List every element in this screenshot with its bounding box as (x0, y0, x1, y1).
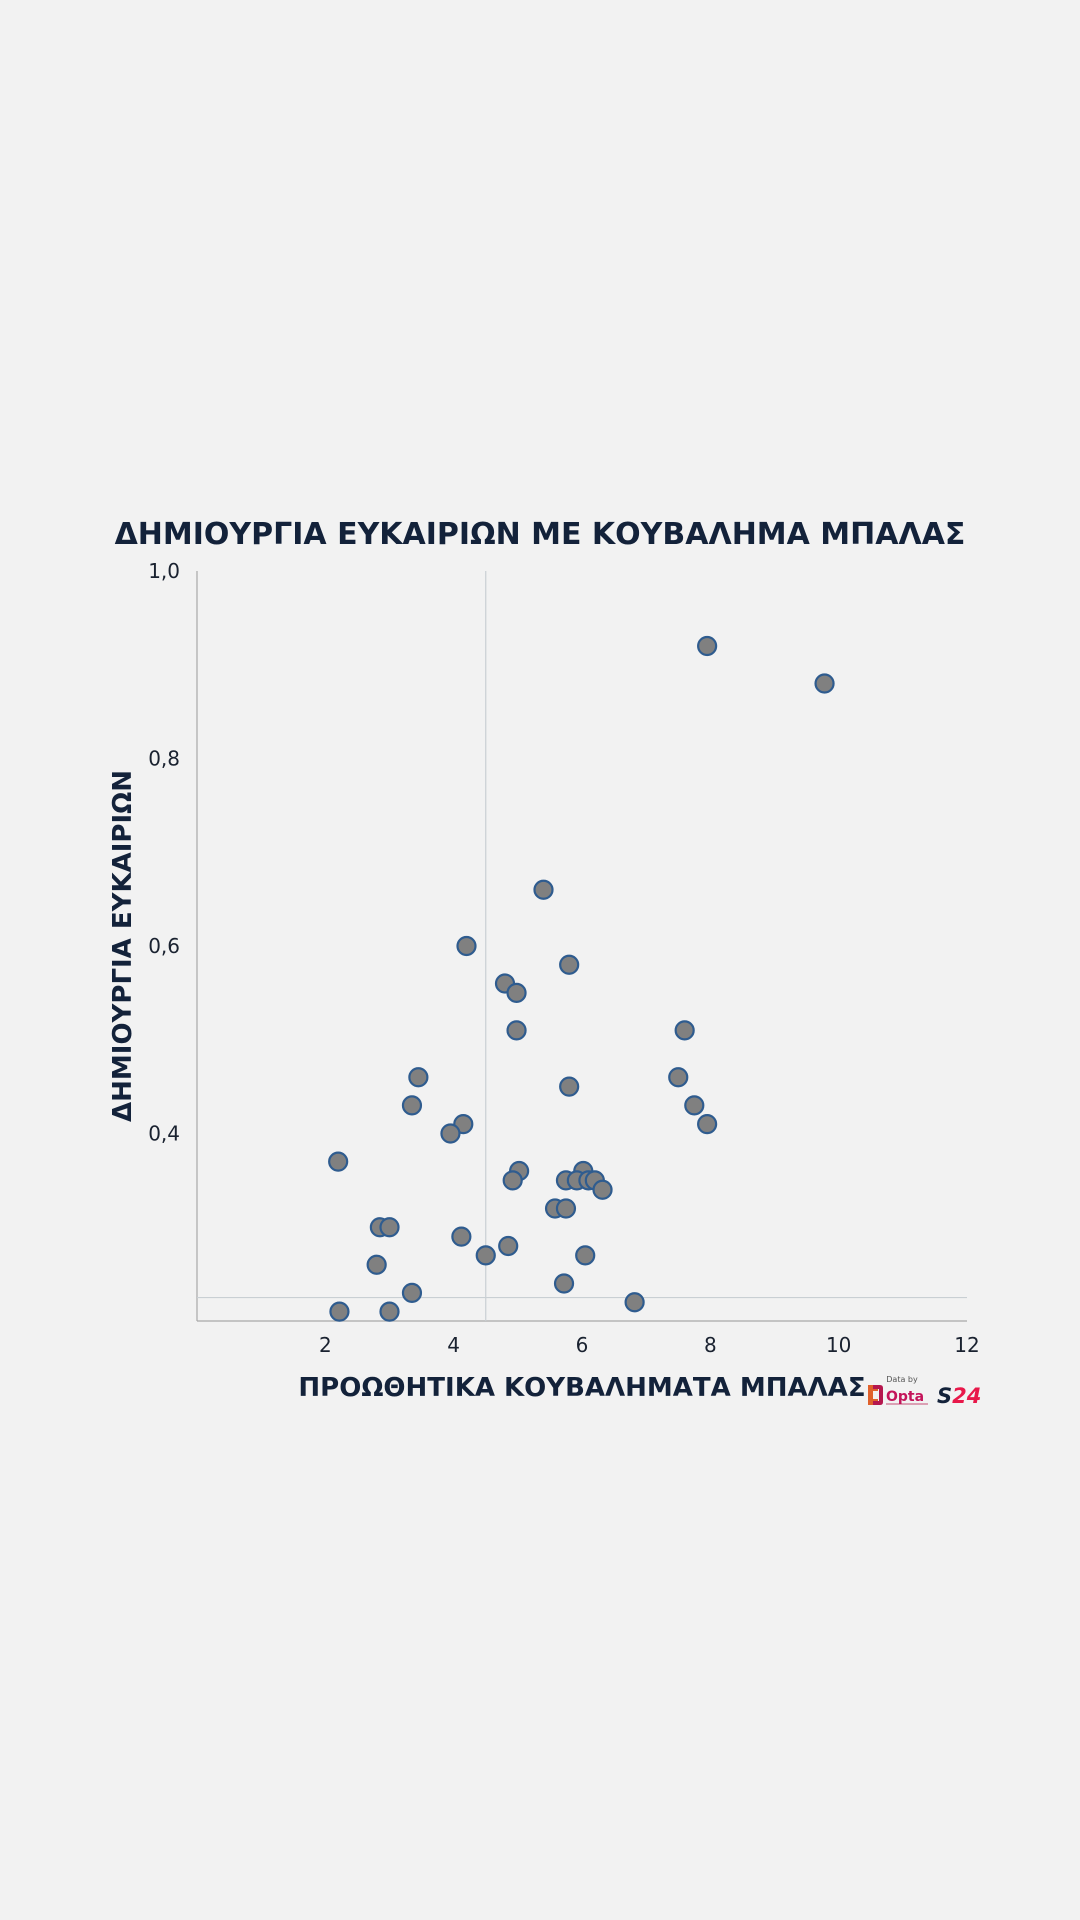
data-point (553, 1273, 575, 1294)
y-tick-labels: 0,4 0,6 0,8 1,0 (148, 559, 180, 1146)
data-point (533, 879, 554, 900)
chart-title: ΔΗΜΙΟΥΡΓΙΑ ΕΥΚΑΙΡΙΩΝ ΜΕ ΚΟΥΒΑΛΗΜΑ ΜΠΑΛΑΣ (115, 517, 966, 552)
x-tick-label: 6 (576, 1333, 589, 1357)
data-point (506, 982, 527, 1003)
opta-logo: Data by Opta (868, 1375, 928, 1405)
x-tick-label: 8 (704, 1333, 717, 1357)
data-point (624, 1292, 645, 1313)
data-point (559, 1076, 580, 1097)
y-tick-label: 0,6 (148, 934, 180, 958)
opta-wordmark: Opta (886, 1389, 924, 1405)
data-point (401, 1282, 423, 1303)
data-point (684, 1095, 705, 1116)
data-point (408, 1067, 429, 1088)
data-point (401, 1095, 423, 1116)
data-point (502, 1170, 523, 1191)
y-tick-label: 0,4 (148, 1122, 180, 1146)
x-tick-label: 4 (447, 1333, 460, 1357)
data-point (498, 1235, 519, 1257)
y-axis-title: ΔΗΜΙΟΥΡΓΙΑ ΕΥΚΑΙΡΙΩΝ (108, 770, 138, 1122)
data-points (328, 635, 835, 1322)
data-point (697, 635, 718, 657)
opta-mark-accent-icon (873, 1385, 883, 1405)
data-point (555, 1198, 577, 1219)
data-point (575, 1245, 596, 1266)
data-point (475, 1245, 496, 1266)
x-tick-labels: 2 4 6 8 10 12 (319, 1333, 980, 1357)
x-tick-label: 10 (826, 1333, 851, 1357)
x-tick-label: 2 (319, 1333, 332, 1357)
x-axis-title: ΠΡΟΩΘΗΤΙΚΑ ΚΟΥΒΑΛΗΜΑΤΑ ΜΠΑΛΑΣ (298, 1373, 865, 1403)
s24-wordmark: S24 (937, 1384, 981, 1408)
x-tick-label: 12 (954, 1333, 979, 1357)
data-point (668, 1067, 689, 1088)
data-point (451, 1226, 472, 1247)
data-point (697, 1114, 718, 1135)
y-tick-label: 1,0 (148, 559, 180, 583)
data-point (440, 1123, 461, 1144)
data-point (674, 1020, 695, 1041)
opta-mark-icon (868, 1385, 878, 1405)
data-by-label: Data by (886, 1375, 918, 1384)
data-point (379, 1217, 400, 1238)
data-point (456, 935, 477, 957)
data-point (329, 1301, 350, 1322)
data-point (814, 673, 835, 694)
data-point (592, 1179, 613, 1200)
data-point (559, 954, 580, 975)
data-point (379, 1301, 400, 1322)
s24-logo: S24 (937, 1384, 981, 1408)
y-tick-label: 0,8 (148, 747, 180, 771)
data-point (366, 1254, 387, 1275)
data-point (506, 1020, 527, 1041)
data-point (328, 1151, 349, 1172)
